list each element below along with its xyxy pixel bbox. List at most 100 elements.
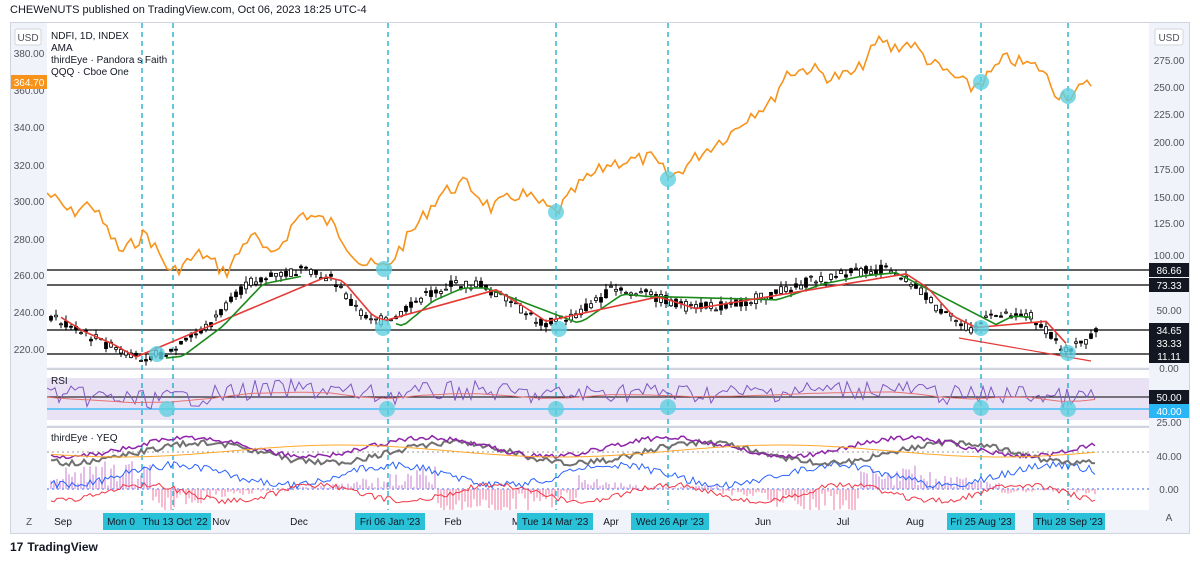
- level-badge: [1149, 336, 1189, 350]
- tradingview-brand: TradingView: [27, 540, 98, 554]
- candle-body: [609, 285, 613, 288]
- candle-body: [879, 264, 883, 274]
- candle-body: [424, 291, 428, 293]
- candle-body: [849, 268, 853, 274]
- candle-body: [244, 281, 248, 290]
- right-axis-tick-label: 200.00: [1154, 138, 1185, 149]
- candle-body: [884, 265, 888, 268]
- signal-circle: [375, 320, 391, 336]
- candle-body: [299, 265, 303, 269]
- left-axis-tick-label: 220.00: [14, 345, 45, 356]
- candle-body: [479, 280, 483, 289]
- candle-body: [229, 296, 233, 302]
- month-label: Jul: [837, 517, 850, 528]
- candle-body: [839, 270, 843, 275]
- candle-body: [964, 322, 968, 331]
- left-price-axis[interactable]: [11, 23, 47, 509]
- candle-body: [869, 271, 873, 275]
- right-level-badges: 86.66 73.33 34.65 33.33 11.11 50.00 40.00: [1149, 263, 1189, 418]
- zoom-button[interactable]: Z: [26, 517, 32, 528]
- signal-circle: [1060, 401, 1076, 417]
- right-axis-tick-label: 250.00: [1154, 83, 1185, 94]
- candle-body: [134, 352, 138, 356]
- left-currency-label: USD: [17, 33, 38, 44]
- candle-body: [984, 315, 988, 318]
- candle-body: [854, 267, 858, 270]
- candle-body: [494, 292, 498, 297]
- legend-qqq: QQQ · Cboe One: [51, 67, 129, 78]
- chart-svg[interactable]: USD 380.00 360.00 340.00 320.00 300.00 280.00…: [11, 23, 1189, 533]
- rsi-axis-tick-label: 25.00: [1156, 418, 1181, 429]
- candle-body: [534, 321, 538, 324]
- candle-body: [439, 291, 443, 294]
- month-label-partial: M: [512, 517, 520, 528]
- candle-body: [909, 283, 913, 287]
- yeq-gray-line: [50, 438, 1096, 467]
- candle-body: [929, 297, 933, 304]
- candle-body: [1089, 333, 1093, 339]
- right-axis-labels: 275.00 250.00 225.00 200.00 175.00 150.00 125.…: [1154, 56, 1185, 496]
- auto-scale-button[interactable]: A: [1166, 513, 1173, 524]
- candle-body: [584, 303, 588, 312]
- rsi-badge-text: 50.00: [1156, 393, 1181, 404]
- candle-body: [304, 266, 308, 269]
- candle-body: [524, 313, 528, 316]
- candle-body: [794, 283, 798, 288]
- level-badge: [1149, 263, 1189, 277]
- candle-body: [429, 290, 433, 297]
- candle-body: [284, 270, 288, 277]
- yeq-pane[interactable]: [47, 428, 1149, 510]
- candle-body: [54, 314, 58, 318]
- candle-body: [819, 276, 823, 282]
- candle-body: [444, 288, 448, 291]
- price-badge-text: 364.70: [14, 78, 45, 89]
- candle-body: [859, 268, 863, 277]
- time-highlight-box: [631, 513, 709, 530]
- candle-body: [689, 304, 693, 306]
- chart-area[interactable]: USD 380.00 360.00 340.00 320.00 300.00 280.00…: [10, 22, 1190, 534]
- time-highlight-label: Fri 06 Jan '23: [360, 517, 421, 528]
- candle-body: [934, 304, 938, 312]
- right-currency-btn[interactable]: [1154, 28, 1184, 46]
- candle-body: [344, 293, 348, 299]
- candle-body: [174, 348, 178, 351]
- signal-circle: [159, 401, 175, 417]
- left-currency-btn[interactable]: [14, 28, 42, 46]
- candle-body: [1049, 331, 1053, 339]
- left-axis-tick-label: 260.00: [14, 271, 45, 282]
- right-axis-tick-label: 125.00: [1154, 219, 1185, 230]
- right-axis-tick-label: 50.00: [1156, 306, 1181, 317]
- candle-body: [354, 304, 358, 307]
- candle-body: [114, 347, 118, 350]
- candle-body: [454, 280, 458, 284]
- candle-body: [639, 291, 643, 294]
- candle-body: [564, 319, 568, 322]
- candle-body: [484, 284, 488, 290]
- candle-body: [899, 277, 903, 280]
- candle-body: [164, 354, 168, 357]
- left-axis-tick-label: 360.00: [14, 86, 45, 97]
- candle-body: [1044, 326, 1048, 335]
- candle-body: [734, 299, 738, 307]
- signal-circle: [1060, 88, 1076, 104]
- candle-body: [719, 301, 723, 311]
- candle-body: [219, 309, 223, 316]
- candle-body: [364, 314, 368, 319]
- time-highlight-box: [355, 513, 425, 530]
- candle-body: [404, 305, 408, 312]
- yeq-axis-tick-label: 0.00: [1159, 485, 1179, 496]
- left-axis-tick-label: 340.00: [14, 123, 45, 134]
- candle-body: [359, 309, 363, 317]
- signal-circle: [660, 171, 676, 187]
- right-axis-tick-label: 150.00: [1154, 193, 1185, 204]
- candle-body: [259, 277, 263, 283]
- candle-body: [169, 348, 173, 352]
- tradingview-logo[interactable]: 17 TradingView: [10, 540, 102, 554]
- candle-body: [1034, 322, 1038, 326]
- time-highlight-box: [947, 513, 1015, 530]
- left-axis-tick-label: 380.00: [14, 49, 45, 60]
- candle-body: [1029, 312, 1033, 320]
- rsi-line: [46, 377, 1096, 410]
- candle-body: [544, 323, 548, 328]
